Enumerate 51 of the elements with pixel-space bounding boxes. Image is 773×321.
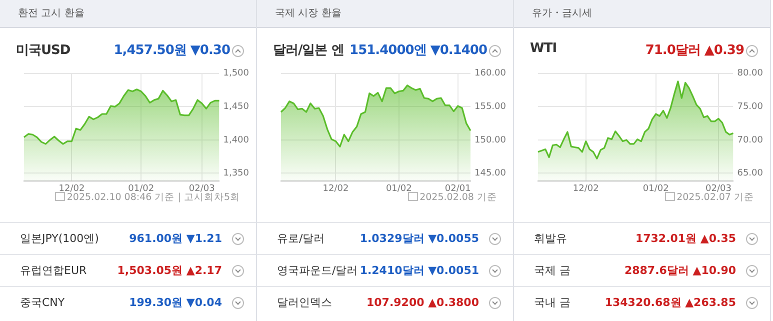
chart-subtitle: 달러/일본 엔 (273, 42, 344, 59)
text: 유럽연합EUR (20, 263, 87, 279)
x-tick-label: 01/02 (642, 184, 669, 194)
text: 유로/달러 (277, 231, 325, 247)
y-tick-label: 1,350 (223, 168, 250, 179)
y-tick-label: 70.00 (737, 135, 764, 146)
text: 달러인덱스 (277, 295, 332, 311)
text: 1,503.05원 ▲2.17 (117, 263, 222, 279)
text: 151.4000엔 ▼0.1400 (350, 42, 487, 59)
x-tick-label: 02/03 (706, 184, 732, 194)
text: 2025.02.07 기준 (676, 192, 754, 203)
text: 국내 금 (534, 295, 570, 311)
text: 휘발유 (534, 231, 567, 247)
x-tick-label: 02/01 (444, 184, 471, 194)
chart-subtitle: 미국USD (16, 42, 70, 59)
y-tick-label: 155.00 (474, 102, 506, 112)
x-tick-label: 12/02 (572, 184, 599, 194)
x-tick-label: 12/02 (322, 184, 349, 194)
text: 961.00원 ▼1.21 (129, 231, 222, 247)
chart-subtitle: WTI (530, 41, 557, 56)
text: 1.2410달러 ▼0.0051 (360, 263, 479, 279)
y-tick-label: 160.00 (474, 68, 506, 79)
y-tick-label: 1,400 (223, 135, 250, 146)
y-tick-label: 65.00 (737, 168, 764, 179)
y-tick-label: 80.00 (737, 68, 764, 79)
text: 일본JPY(100엔) (20, 231, 99, 247)
text: 1732.01원 ▲0.35 (635, 231, 736, 247)
text: 1,457.50원 ▼0.30 (114, 42, 230, 59)
chart-title: 유가・금시세 (514, 0, 770, 28)
y-tick-label: 145.00 (474, 168, 506, 179)
text: 국제 금 (534, 263, 570, 279)
x-tick-label: 01/02 (128, 184, 154, 194)
text: 2025.02.08 기준 (420, 192, 497, 203)
text: 영국파운드/달러 (277, 263, 358, 279)
text: 134320.68원 ▲263.85 (604, 295, 736, 311)
y-tick-label: 75.00 (737, 102, 764, 112)
chart-title: 환전 고시 환율 (0, 0, 256, 28)
x-tick-label: 01/02 (386, 184, 412, 194)
text: 71.0달러 ▲0.39 (645, 42, 744, 59)
text: 1.0329달러 ▼0.0055 (360, 231, 479, 247)
text: 107.9200 ▲0.3800 (366, 295, 479, 311)
x-tick-label: 02/03 (188, 184, 215, 194)
y-tick-label: 150.00 (474, 135, 506, 146)
x-tick-label: 12/02 (58, 184, 85, 194)
text: 중국CNY (20, 295, 65, 311)
text: 2025.02.10 08:46 기준 | 고시회차5회 (66, 192, 240, 203)
y-tick-label: 1,500 (223, 68, 250, 79)
text: 2887.6달러 ▲10.90 (624, 263, 736, 279)
chart-title: 국제 시장 환율 (257, 0, 513, 28)
y-tick-label: 1,450 (223, 102, 250, 112)
text: 199.30원 ▼0.04 (129, 295, 222, 311)
